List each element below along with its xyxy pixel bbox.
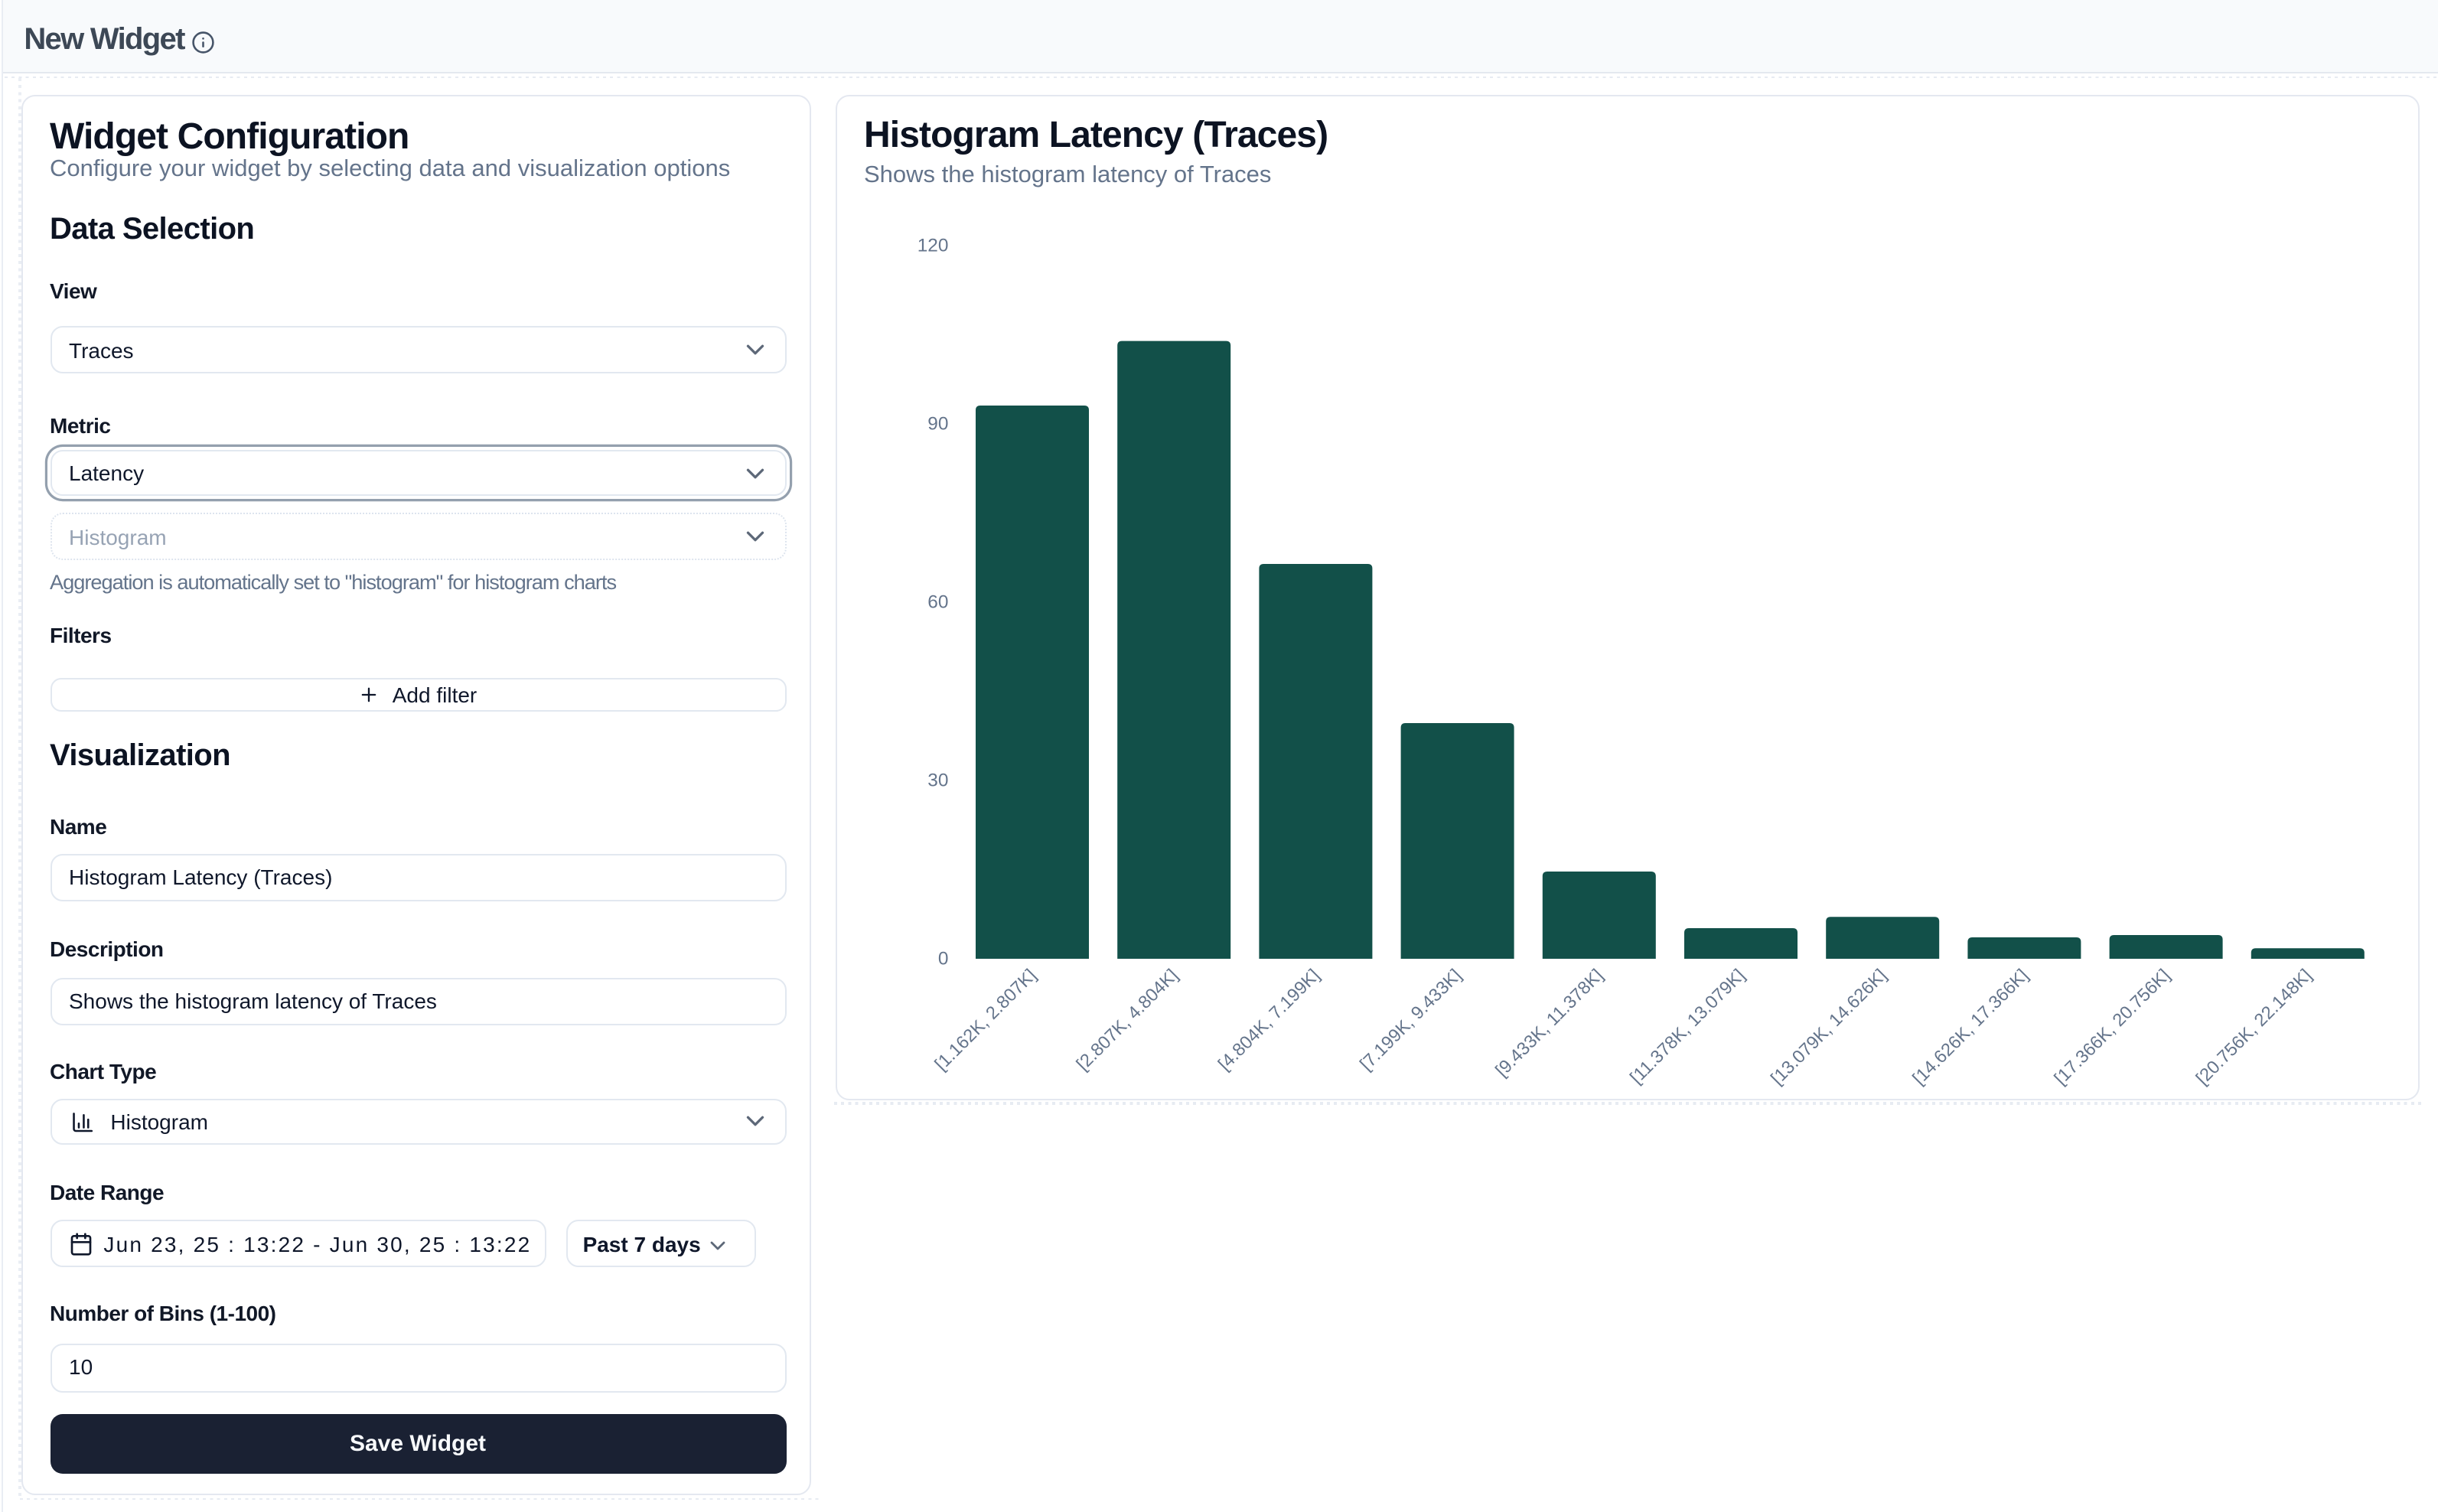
svg-text:[17.366K, 20.756K]: [17.366K, 20.756K] [2050, 965, 2173, 1088]
svg-text:[1.162K, 2.807K]: [1.162K, 2.807K] [931, 965, 1040, 1074]
svg-text:[9.433K, 11.378K]: [9.433K, 11.378K] [1491, 965, 1607, 1080]
svg-text:[14.626K, 17.366K]: [14.626K, 17.366K] [1908, 965, 2032, 1088]
svg-text:[13.079K, 14.626K]: [13.079K, 14.626K] [1767, 965, 1890, 1088]
svg-text:60: 60 [927, 591, 947, 612]
svg-text:[7.199K, 9.433K]: [7.199K, 9.433K] [1356, 965, 1465, 1074]
svg-text:[20.756K, 22.148K]: [20.756K, 22.148K] [2192, 965, 2315, 1088]
svg-text:[2.807K, 4.804K]: [2.807K, 4.804K] [1072, 965, 1182, 1074]
svg-text:90: 90 [927, 413, 947, 434]
svg-text:30: 30 [927, 770, 947, 790]
svg-text:120: 120 [917, 234, 948, 255]
svg-text:0: 0 [937, 948, 948, 969]
svg-text:[4.804K, 7.199K]: [4.804K, 7.199K] [1214, 965, 1323, 1074]
svg-text:[11.378K, 13.079K]: [11.378K, 13.079K] [1626, 965, 1749, 1087]
